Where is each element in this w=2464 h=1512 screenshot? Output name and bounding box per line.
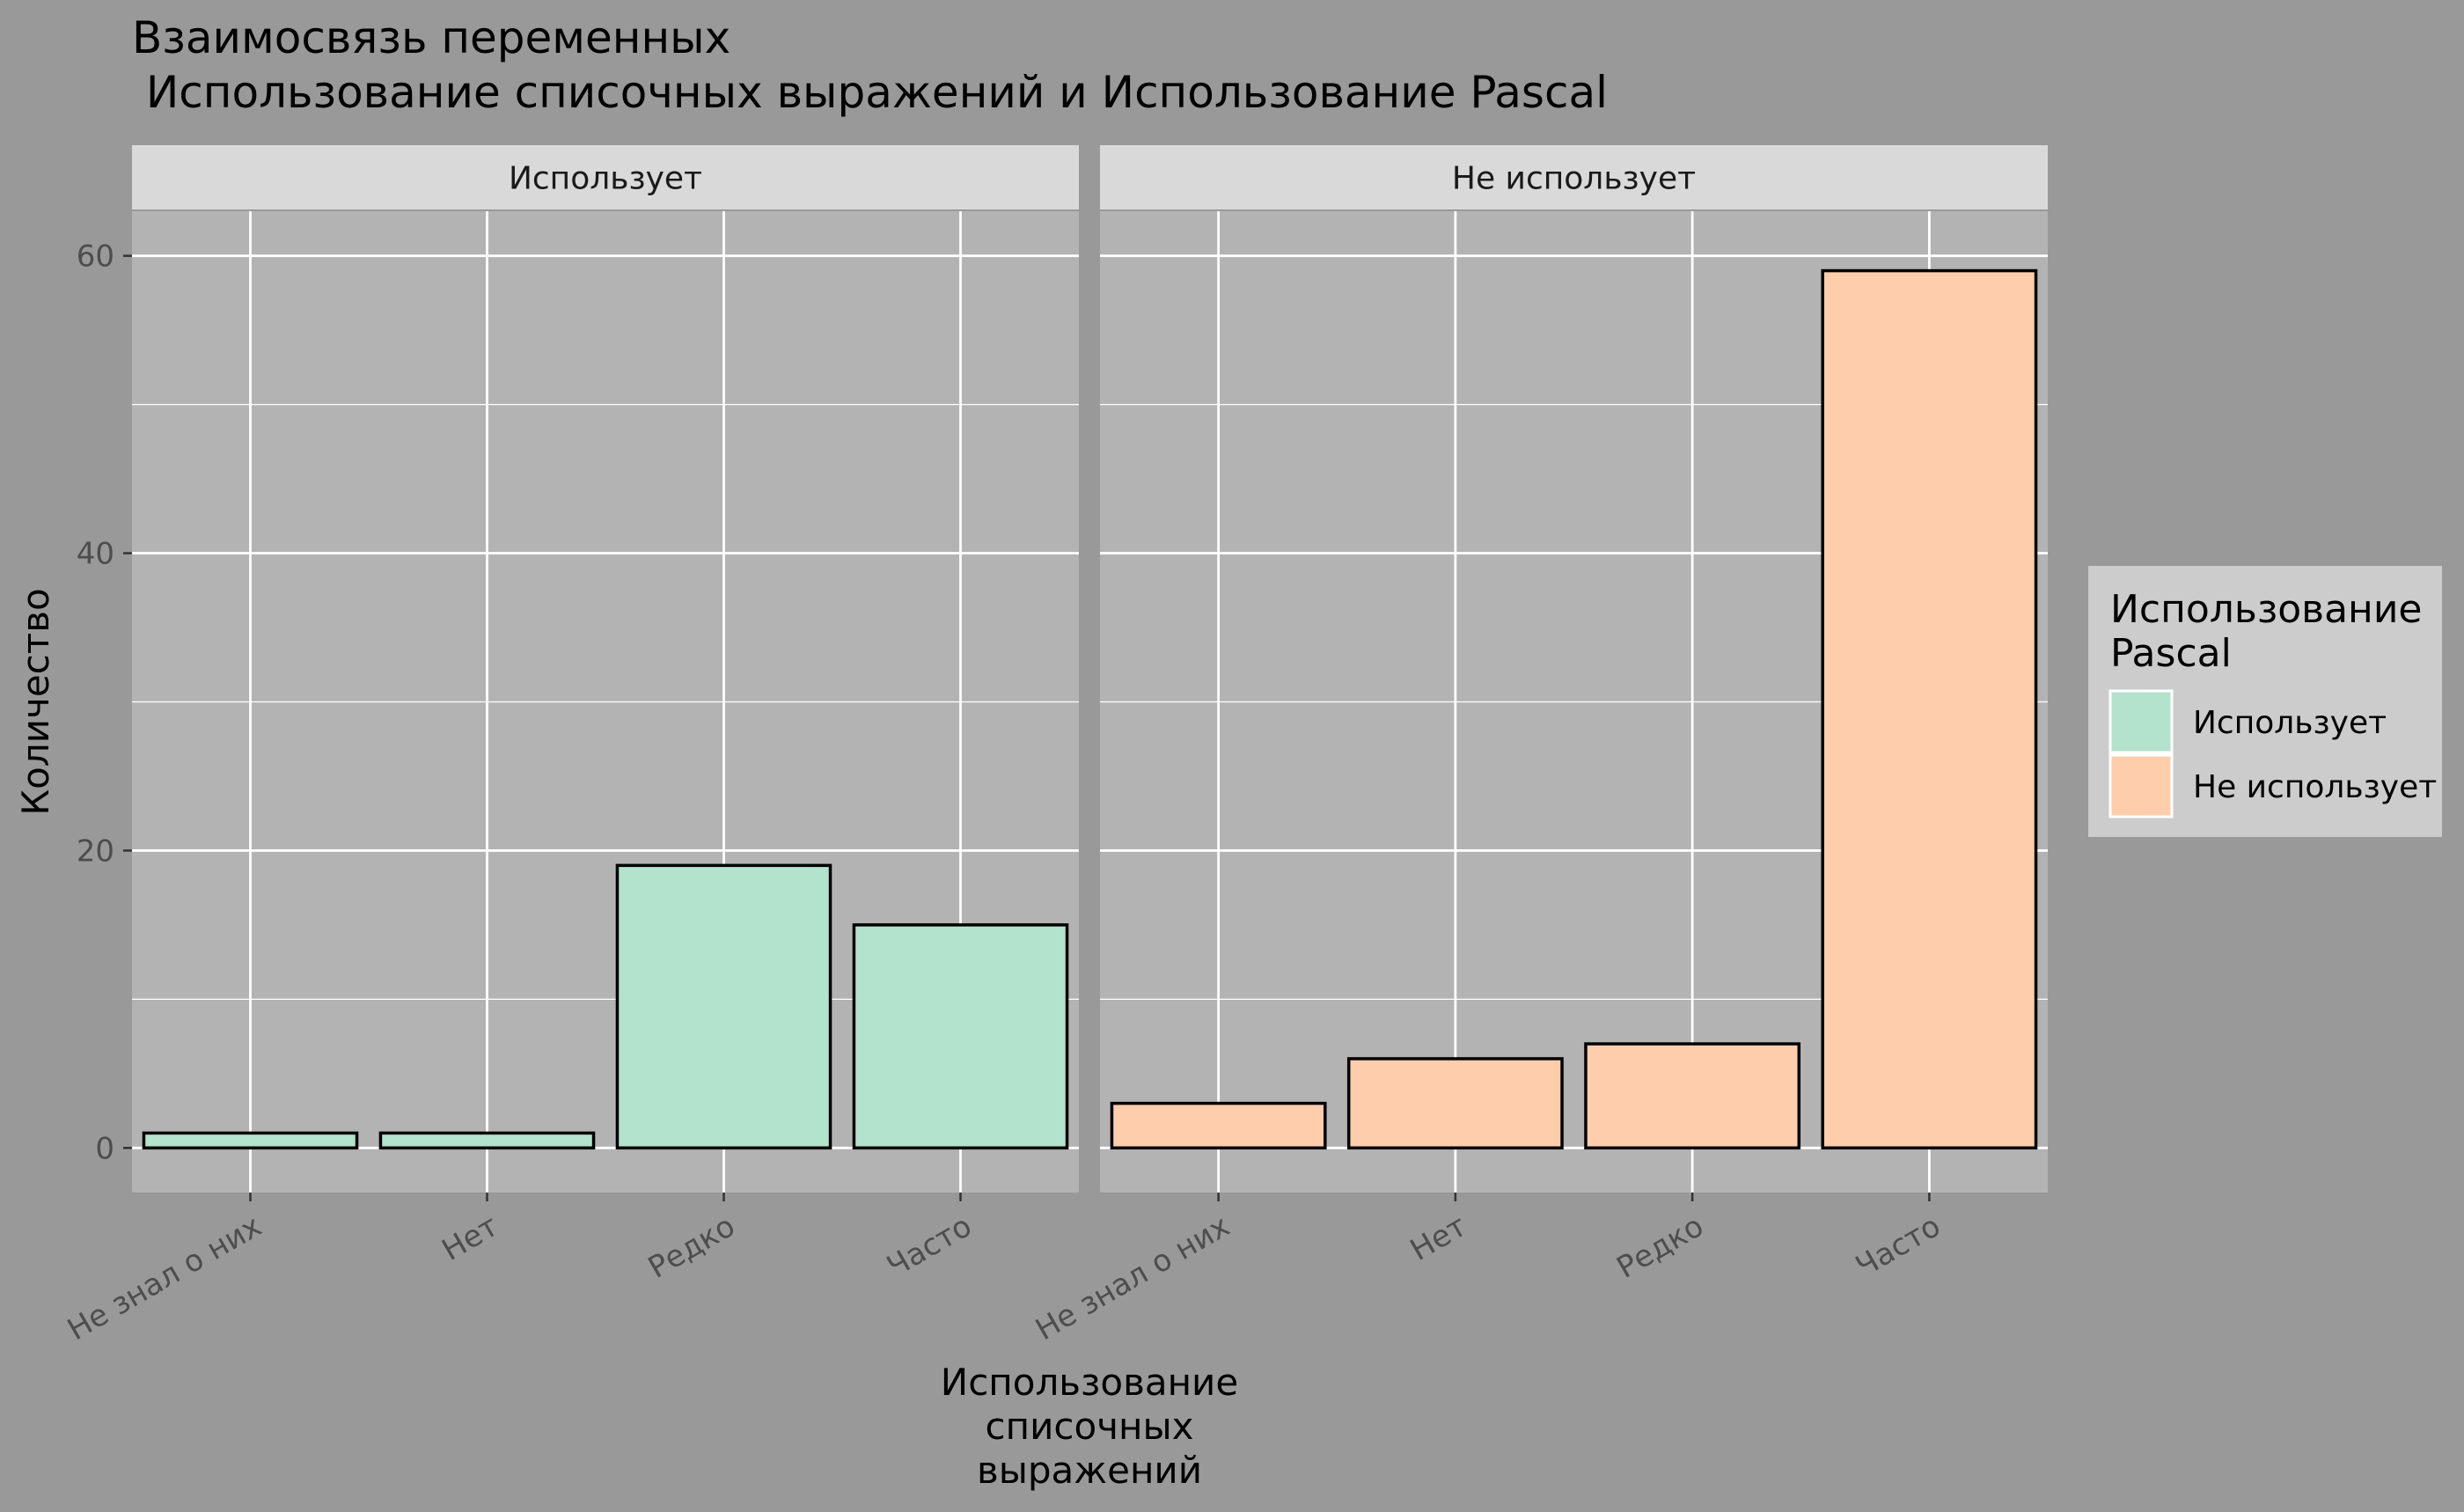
facet-strip-label: Не использует	[1452, 161, 1696, 197]
y-tick-label: 20	[77, 833, 114, 869]
chart-title-line: Взаимосвязь переменных	[132, 12, 730, 63]
bar	[615, 863, 832, 1150]
x-axis-title-line: списочных	[986, 1405, 1194, 1448]
bar	[378, 1131, 596, 1150]
bar	[1821, 268, 2038, 1150]
chart-title: Взаимосвязь переменных Использование спи…	[132, 12, 1608, 118]
x-axis-title-line: выражений	[977, 1449, 1202, 1492]
legend-key	[2108, 753, 2174, 818]
facet-strip-label: Использует	[509, 161, 702, 197]
legend-entry-label: Не использует	[2193, 769, 2437, 805]
bar	[1346, 1057, 1564, 1150]
bar	[852, 923, 1069, 1150]
y-axis: 0 20 40 60	[77, 239, 132, 1166]
y-tick-label: 40	[77, 537, 114, 572]
y-axis-title-text: Количество	[14, 588, 57, 815]
legend-key	[2108, 689, 2174, 754]
legend-entry-label: Использует	[2193, 705, 2387, 741]
y-tick-label: 60	[77, 239, 114, 275]
facet-strip	[132, 145, 1079, 209]
facet-strip	[1100, 145, 2048, 209]
bar	[1110, 1101, 1327, 1150]
x-axis-title-line: Использование	[941, 1361, 1238, 1404]
legend-title-line: Использование	[2110, 587, 2423, 632]
bar	[142, 1131, 359, 1150]
y-tick-label: 0	[95, 1131, 114, 1166]
bar	[1584, 1042, 1801, 1150]
y-axis-title: Количество	[14, 588, 57, 815]
chart-title-line: Использование списочных выражений и Испо…	[132, 67, 1608, 118]
legend-title-line: Pascal	[2110, 631, 2232, 676]
